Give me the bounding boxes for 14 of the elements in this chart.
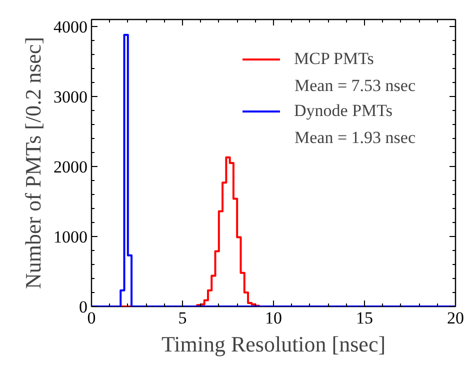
annotation: Mean = 1.93 nsec <box>294 128 416 147</box>
x-axis-title: Timing Resolution [nsec] <box>161 332 386 356</box>
y-tick-label: 2000 <box>54 158 88 176</box>
x-tick-label: 10 <box>265 308 282 328</box>
x-tick-label: 15 <box>356 308 373 328</box>
x-tick-label: 20 <box>447 308 464 328</box>
y-axis-title: Number of PMTs [/0.2 nsec] <box>20 36 46 290</box>
legend-label: MCP PMTs <box>294 49 375 69</box>
y-tick-label: 3000 <box>54 88 88 106</box>
annotation: Mean = 7.53 nsec <box>294 76 416 95</box>
y-tick-label: 1000 <box>54 228 88 246</box>
legend-label: Dynode PMTs <box>294 101 394 121</box>
y-tick-label: 4000 <box>54 18 88 36</box>
x-tick-label: 5 <box>178 308 187 328</box>
